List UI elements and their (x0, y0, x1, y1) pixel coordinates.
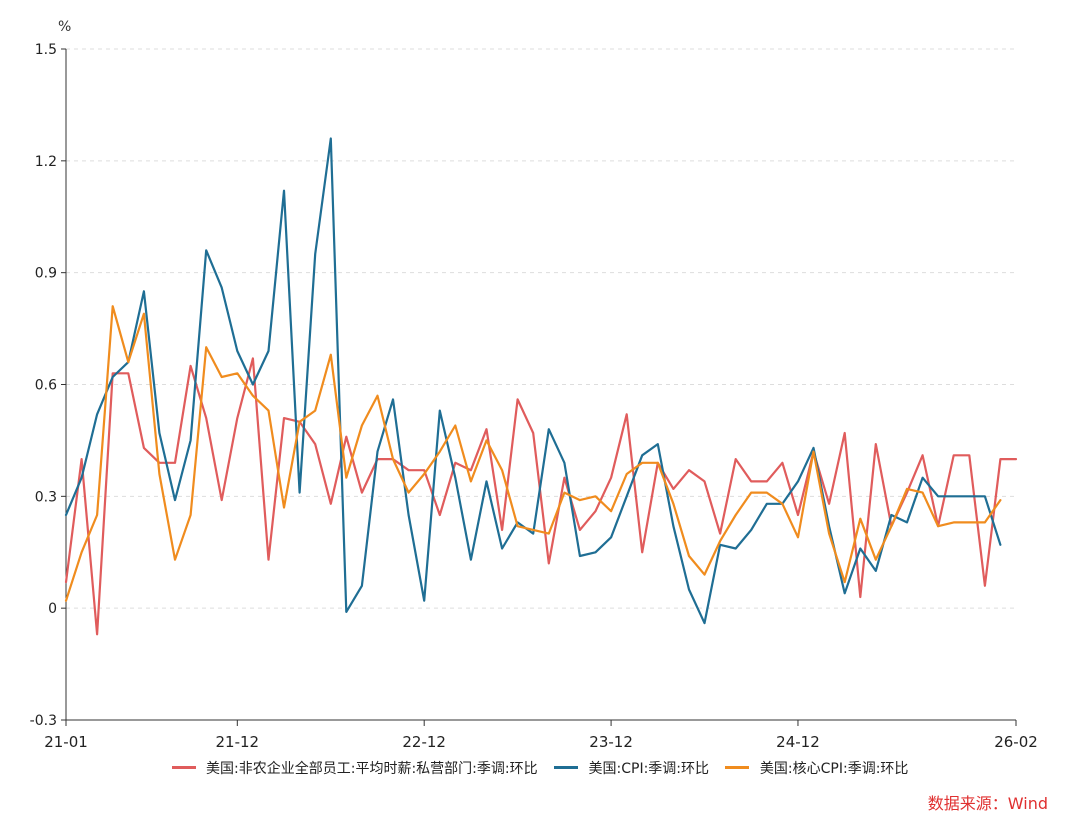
legend-item-cpi[interactable]: 美国:CPI:季调:环比 (554, 758, 709, 778)
axes: 1.5 1.2 0.9 0.6 0.3 0 -0.3 21-01 21-12 22-12 23-12… (30, 42, 1038, 751)
legend-swatch-wage (171, 765, 196, 769)
x-tick-label: 24-12 (776, 733, 820, 751)
legend-swatch-cpi (554, 765, 579, 769)
y-tick-label: -0.3 (30, 713, 57, 729)
x-tick-label: 21-01 (44, 733, 88, 751)
legend-item-wage[interactable]: 美国:非农企业全部员工:平均时薪:私营部门:季调:环比 (171, 758, 538, 778)
x-tick-label: 22-12 (402, 733, 446, 751)
y-tick-label: 0.3 (35, 489, 57, 505)
legend-label-wage: 美国:非农企业全部员工:平均时薪:私营部门:季调:环比 (206, 761, 538, 777)
y-tick-label: 0 (48, 601, 57, 617)
y-tick-label: 1.2 (35, 154, 57, 170)
x-tick-label: 26-02 (994, 733, 1038, 751)
y-tick-label: 0.6 (35, 378, 57, 394)
y-tick-label: 0.9 (35, 266, 57, 282)
series-lines (64, 137, 1018, 636)
series-line-0 (64, 357, 1018, 636)
series-line-1 (64, 137, 1002, 625)
y-tick-label: 1.5 (35, 42, 57, 58)
source-note: 数据来源：Wind (927, 794, 1048, 813)
series-line-2 (64, 305, 1002, 602)
x-tick-label: 23-12 (589, 733, 633, 751)
legend-label-core-cpi: 美国:核心CPI:季调:环比 (759, 761, 909, 777)
legend-swatch-core-cpi (725, 765, 750, 769)
x-tick-label: 21-12 (216, 733, 260, 751)
gridlines (66, 48, 1016, 609)
legend-label-cpi: 美国:CPI:季调:环比 (588, 761, 710, 777)
legend: 美国:非农企业全部员工:平均时薪:私营部门:季调:环比 美国:CPI:季调:环比… (0, 758, 1080, 778)
legend-item-core-cpi[interactable]: 美国:核心CPI:季调:环比 (725, 758, 908, 778)
line-chart: % 1.5 1.2 0.9 0.6 0.3 0 -0.3 21-01 21-12 22-12 23-… (30, 19, 1038, 751)
y-unit-label: % (58, 19, 71, 35)
